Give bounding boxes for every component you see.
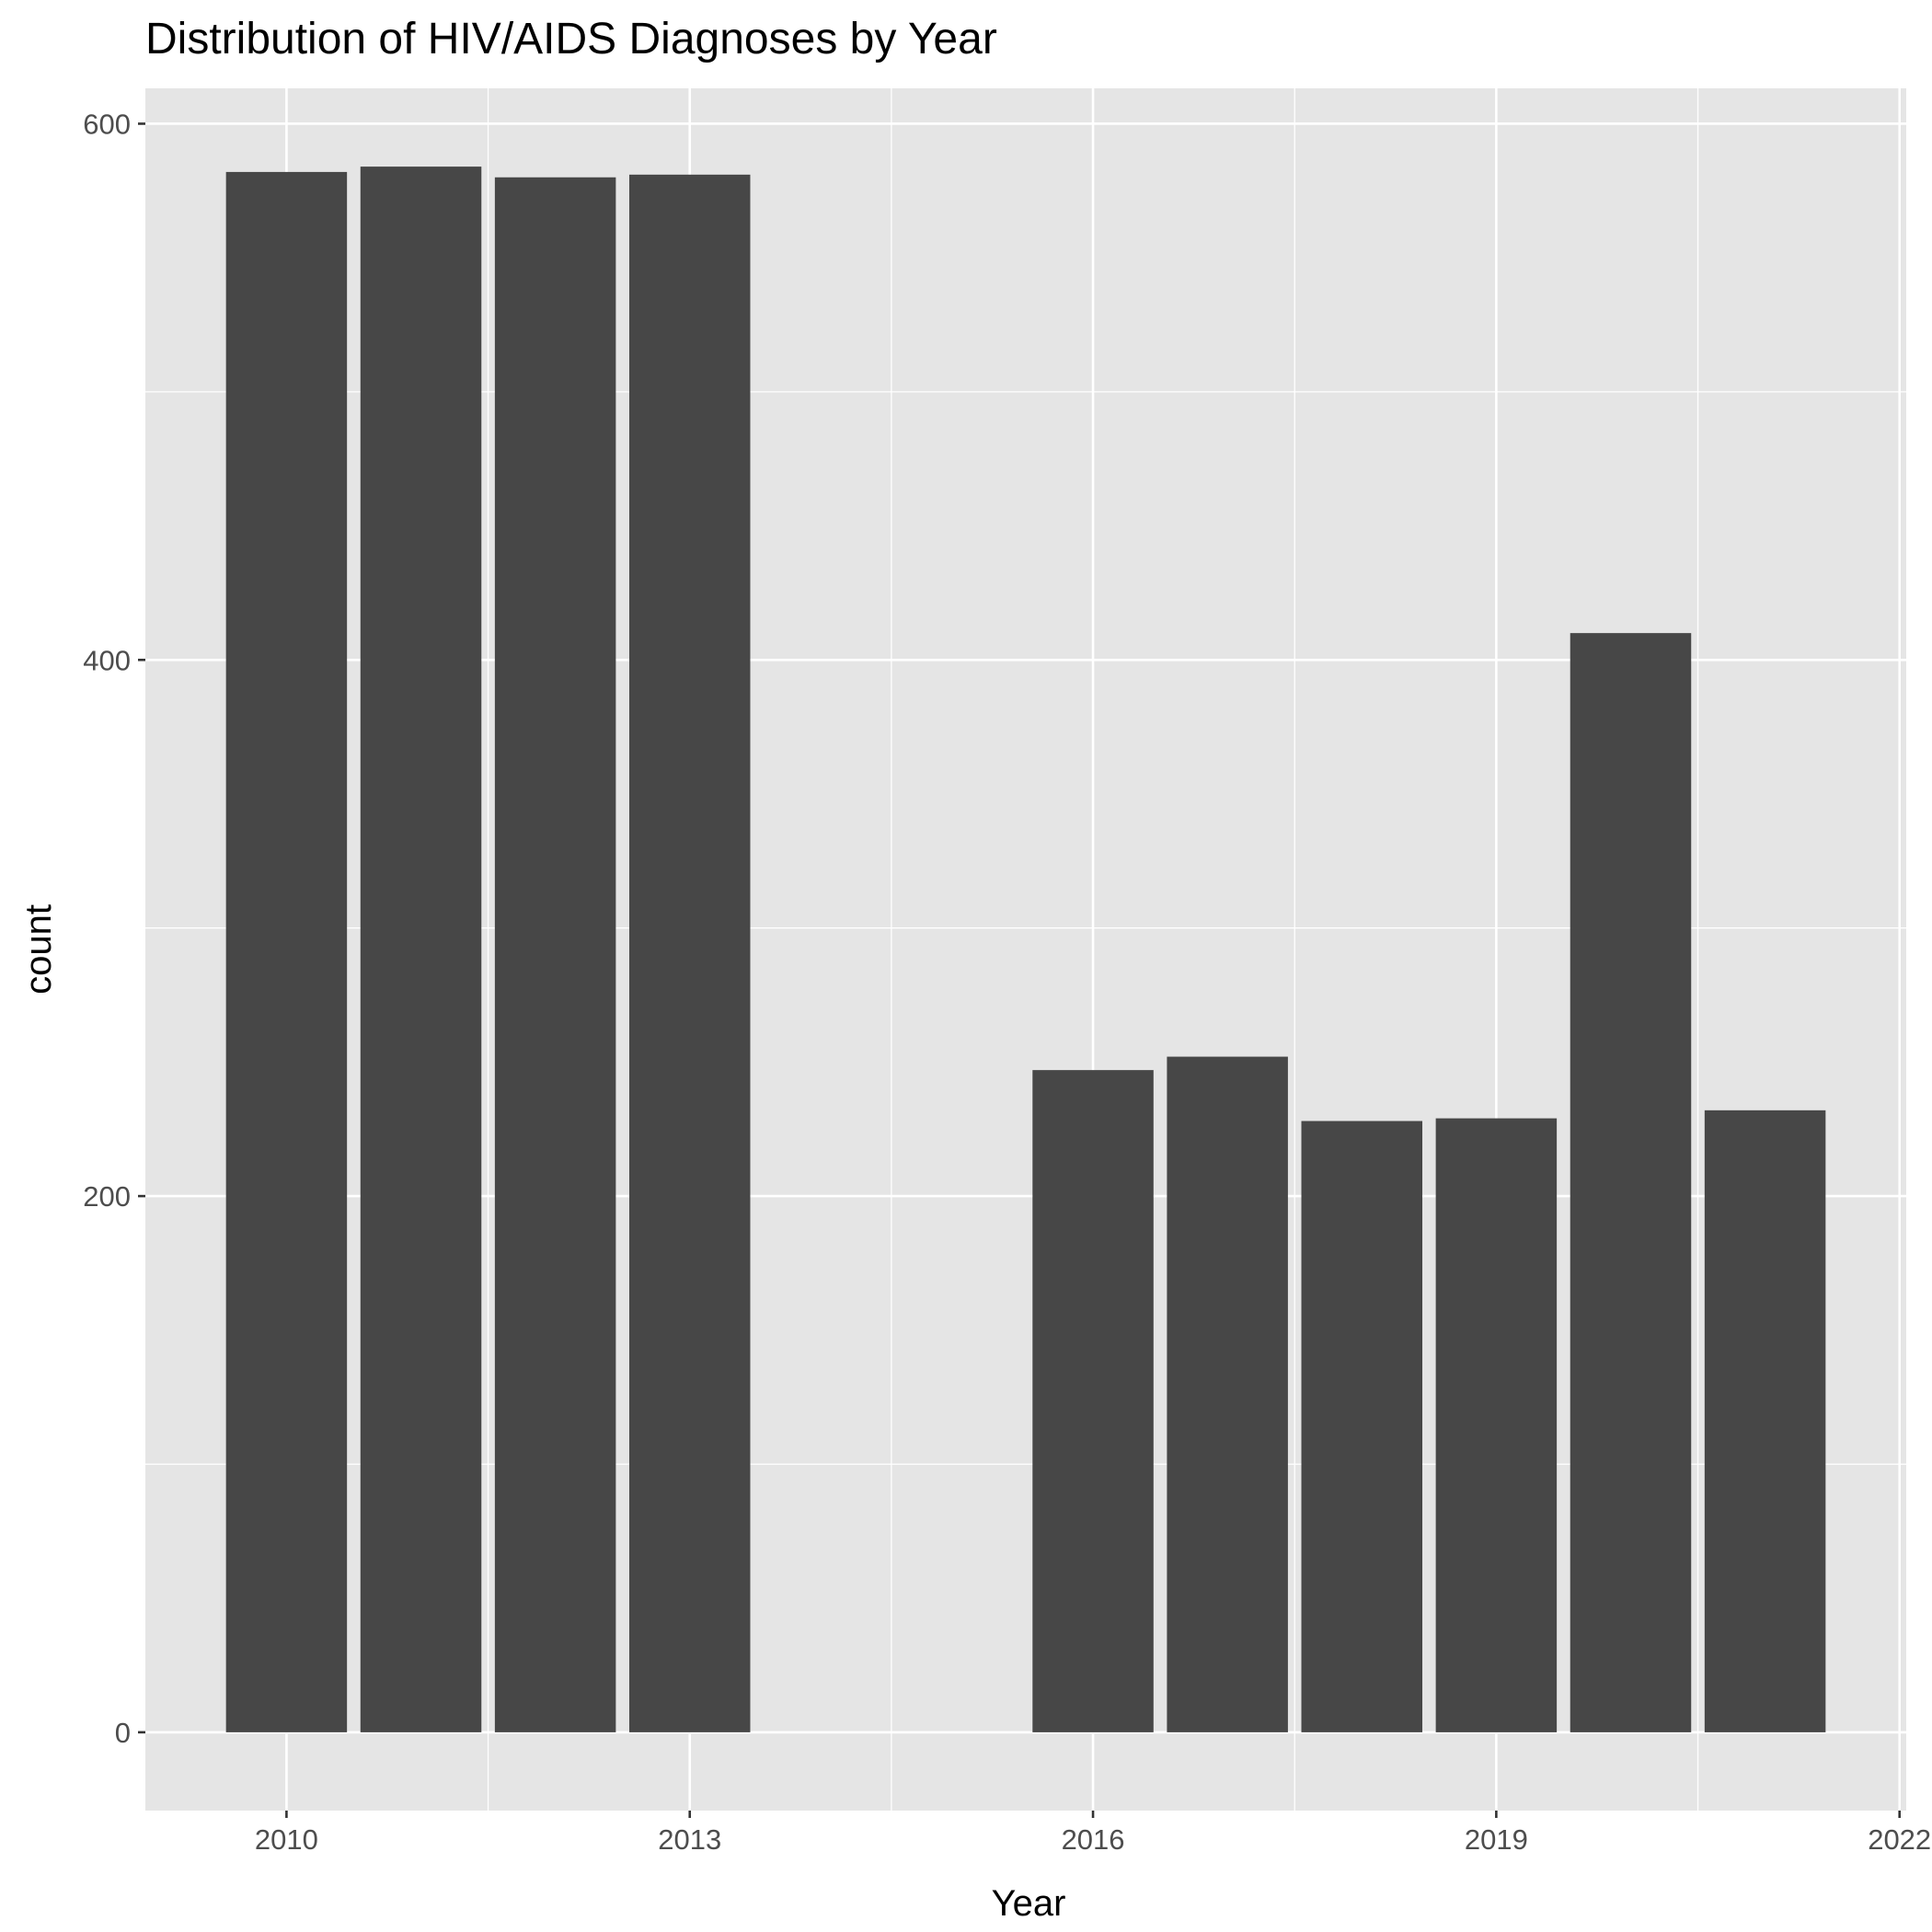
x-tick-label: 2019 (1465, 1823, 1528, 1856)
bar-2021 (1704, 1110, 1826, 1732)
x-axis-title: Year (992, 1883, 1066, 1924)
bar-2016 (1032, 1070, 1154, 1732)
bar-2020 (1570, 633, 1692, 1732)
x-tick-label: 2013 (658, 1823, 721, 1856)
bar-2018 (1301, 1121, 1423, 1732)
y-tick-label: 600 (83, 108, 131, 140)
bar-2017 (1167, 1056, 1288, 1732)
y-axis-title: count (18, 904, 59, 995)
bar-2010 (225, 171, 348, 1732)
bar-2012 (494, 177, 616, 1732)
y-tick-label: 0 (115, 1717, 131, 1749)
x-tick-label: 2016 (1062, 1823, 1125, 1856)
bar-2013 (628, 174, 751, 1732)
x-tick-label: 2022 (1868, 1823, 1931, 1856)
x-tick-label: 2010 (255, 1823, 318, 1856)
bar-2011 (360, 167, 482, 1732)
chart-title: Distribution of HIV/AIDS Diagnoses by Ye… (145, 15, 997, 63)
x-axis: 2010 2013 2016 2019 2022 (255, 1811, 1931, 1856)
y-tick-label: 400 (83, 644, 131, 676)
y-axis: 0 200 400 600 (83, 108, 145, 1749)
bars-layer (225, 167, 1826, 1732)
y-tick-label: 200 (83, 1180, 131, 1213)
bar-2019 (1435, 1118, 1558, 1732)
